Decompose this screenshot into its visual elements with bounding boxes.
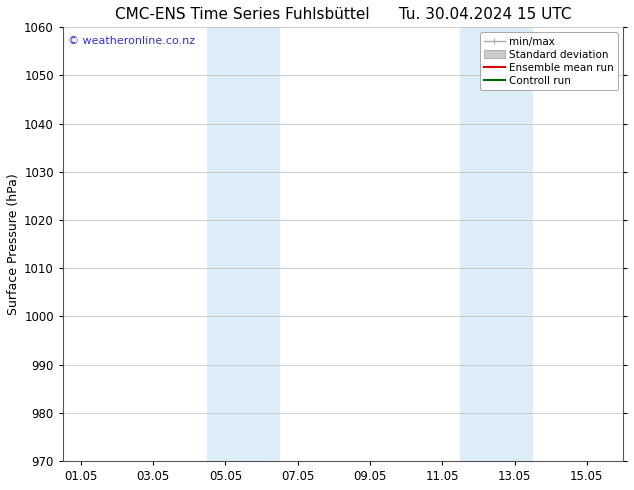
Legend: min/max, Standard deviation, Ensemble mean run, Controll run: min/max, Standard deviation, Ensemble me… <box>479 32 618 90</box>
Y-axis label: Surface Pressure (hPa): Surface Pressure (hPa) <box>7 173 20 315</box>
Bar <box>207 27 280 461</box>
Title: CMC-ENS Time Series Fuhlsbüttel      Tu. 30.04.2024 15 UTC: CMC-ENS Time Series Fuhlsbüttel Tu. 30.0… <box>115 7 571 22</box>
Text: © weatheronline.co.nz: © weatheronline.co.nz <box>68 36 196 46</box>
Bar <box>460 27 533 461</box>
